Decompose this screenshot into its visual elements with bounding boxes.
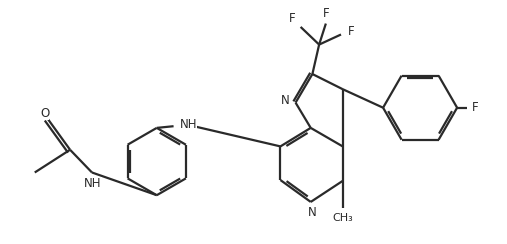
Text: F: F <box>322 7 329 20</box>
Text: NH: NH <box>84 177 101 190</box>
Text: N: N <box>281 94 290 107</box>
Text: O: O <box>40 107 50 120</box>
Text: F: F <box>289 12 296 25</box>
Text: F: F <box>348 25 354 39</box>
Text: NH: NH <box>180 118 197 131</box>
Text: N: N <box>308 205 317 219</box>
Text: F: F <box>473 101 479 114</box>
Text: CH₃: CH₃ <box>332 213 353 223</box>
